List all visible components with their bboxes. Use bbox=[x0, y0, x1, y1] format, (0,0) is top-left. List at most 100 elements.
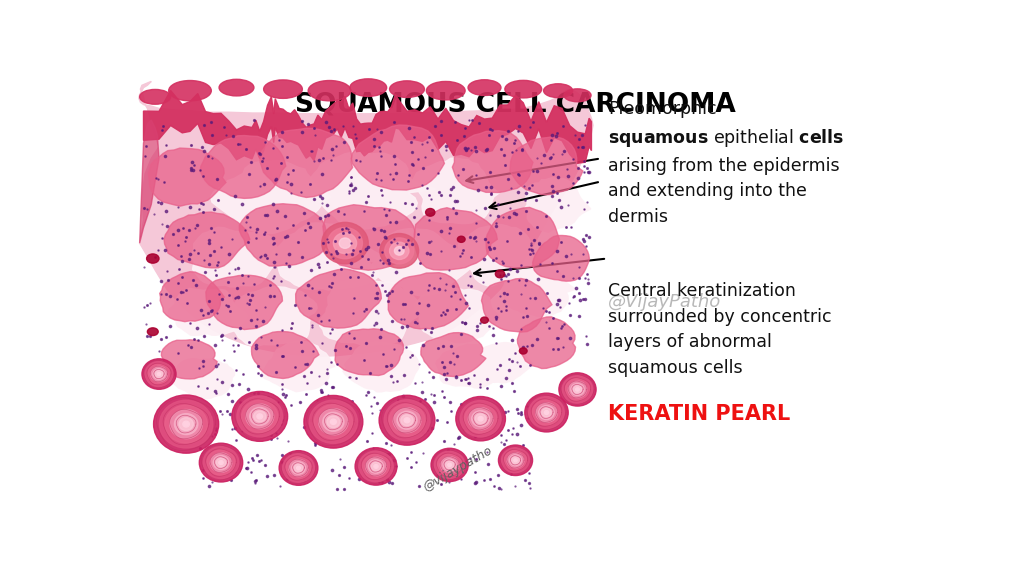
Polygon shape bbox=[421, 332, 486, 377]
Ellipse shape bbox=[146, 254, 159, 263]
Ellipse shape bbox=[142, 359, 176, 389]
Ellipse shape bbox=[358, 451, 393, 482]
Ellipse shape bbox=[350, 79, 387, 96]
Ellipse shape bbox=[389, 242, 409, 260]
Ellipse shape bbox=[379, 395, 435, 445]
Ellipse shape bbox=[304, 396, 362, 448]
Ellipse shape bbox=[404, 418, 410, 423]
Ellipse shape bbox=[147, 328, 159, 336]
Ellipse shape bbox=[437, 454, 462, 476]
Ellipse shape bbox=[362, 454, 389, 479]
Polygon shape bbox=[525, 177, 591, 232]
Ellipse shape bbox=[327, 416, 340, 427]
Ellipse shape bbox=[200, 443, 243, 482]
Ellipse shape bbox=[564, 89, 591, 102]
Ellipse shape bbox=[183, 421, 189, 427]
Ellipse shape bbox=[505, 81, 542, 98]
Ellipse shape bbox=[254, 411, 266, 422]
Ellipse shape bbox=[509, 455, 521, 466]
Ellipse shape bbox=[207, 450, 236, 475]
Ellipse shape bbox=[151, 366, 168, 382]
Text: KERATIN PEARL: KERATIN PEARL bbox=[608, 404, 791, 424]
Polygon shape bbox=[139, 81, 593, 357]
Ellipse shape bbox=[443, 459, 457, 471]
Ellipse shape bbox=[384, 400, 430, 441]
Ellipse shape bbox=[174, 414, 198, 434]
Polygon shape bbox=[388, 272, 468, 329]
Ellipse shape bbox=[514, 458, 517, 462]
Ellipse shape bbox=[480, 317, 488, 323]
Ellipse shape bbox=[524, 393, 568, 432]
Ellipse shape bbox=[496, 270, 505, 278]
Ellipse shape bbox=[170, 410, 203, 439]
Ellipse shape bbox=[502, 448, 529, 473]
Polygon shape bbox=[453, 131, 532, 192]
Ellipse shape bbox=[297, 466, 300, 469]
Ellipse shape bbox=[289, 459, 308, 477]
Ellipse shape bbox=[542, 408, 551, 417]
Ellipse shape bbox=[355, 448, 397, 485]
Ellipse shape bbox=[478, 416, 483, 421]
Ellipse shape bbox=[499, 445, 532, 476]
Ellipse shape bbox=[374, 465, 378, 468]
Ellipse shape bbox=[559, 373, 596, 406]
Ellipse shape bbox=[545, 411, 549, 415]
Ellipse shape bbox=[323, 412, 344, 431]
Polygon shape bbox=[481, 278, 552, 332]
Text: @vijaypatho: @vijaypatho bbox=[421, 444, 495, 494]
Polygon shape bbox=[230, 286, 317, 346]
Ellipse shape bbox=[394, 247, 404, 255]
Ellipse shape bbox=[573, 386, 582, 393]
Ellipse shape bbox=[237, 396, 283, 437]
Ellipse shape bbox=[568, 381, 587, 398]
Ellipse shape bbox=[426, 81, 465, 100]
Ellipse shape bbox=[139, 89, 171, 104]
Ellipse shape bbox=[475, 414, 486, 423]
Ellipse shape bbox=[512, 457, 519, 464]
Polygon shape bbox=[458, 224, 541, 286]
Polygon shape bbox=[160, 272, 224, 321]
Ellipse shape bbox=[203, 446, 239, 479]
Polygon shape bbox=[415, 208, 498, 270]
Ellipse shape bbox=[339, 238, 351, 248]
Ellipse shape bbox=[283, 454, 314, 482]
Ellipse shape bbox=[219, 79, 254, 96]
Ellipse shape bbox=[458, 236, 465, 242]
Ellipse shape bbox=[461, 400, 501, 437]
Polygon shape bbox=[271, 223, 388, 290]
Ellipse shape bbox=[434, 451, 465, 479]
Ellipse shape bbox=[292, 462, 305, 474]
Ellipse shape bbox=[165, 405, 207, 443]
Polygon shape bbox=[502, 259, 575, 317]
Ellipse shape bbox=[400, 415, 413, 426]
Ellipse shape bbox=[472, 411, 489, 427]
Ellipse shape bbox=[389, 81, 424, 97]
Polygon shape bbox=[162, 340, 217, 379]
Ellipse shape bbox=[210, 453, 231, 472]
Ellipse shape bbox=[231, 392, 288, 441]
Ellipse shape bbox=[145, 362, 173, 386]
Ellipse shape bbox=[528, 397, 564, 429]
Ellipse shape bbox=[431, 448, 468, 482]
Polygon shape bbox=[415, 287, 500, 343]
Ellipse shape bbox=[318, 408, 348, 435]
Ellipse shape bbox=[153, 369, 165, 380]
Ellipse shape bbox=[179, 418, 194, 430]
Ellipse shape bbox=[440, 457, 459, 473]
Ellipse shape bbox=[147, 364, 170, 384]
Polygon shape bbox=[474, 343, 532, 383]
Polygon shape bbox=[436, 344, 502, 388]
Polygon shape bbox=[343, 342, 419, 392]
Polygon shape bbox=[173, 359, 234, 399]
Ellipse shape bbox=[156, 371, 163, 377]
Polygon shape bbox=[240, 204, 327, 266]
Polygon shape bbox=[168, 289, 248, 335]
Ellipse shape bbox=[380, 233, 419, 268]
Polygon shape bbox=[148, 148, 226, 206]
Ellipse shape bbox=[385, 238, 414, 264]
Text: Central keratinization
surrounded by concentric
layers of abnormal
squamous cell: Central keratinization surrounded by con… bbox=[608, 282, 831, 377]
Polygon shape bbox=[164, 212, 250, 268]
Ellipse shape bbox=[309, 400, 357, 444]
Polygon shape bbox=[252, 332, 318, 378]
Ellipse shape bbox=[468, 408, 493, 430]
